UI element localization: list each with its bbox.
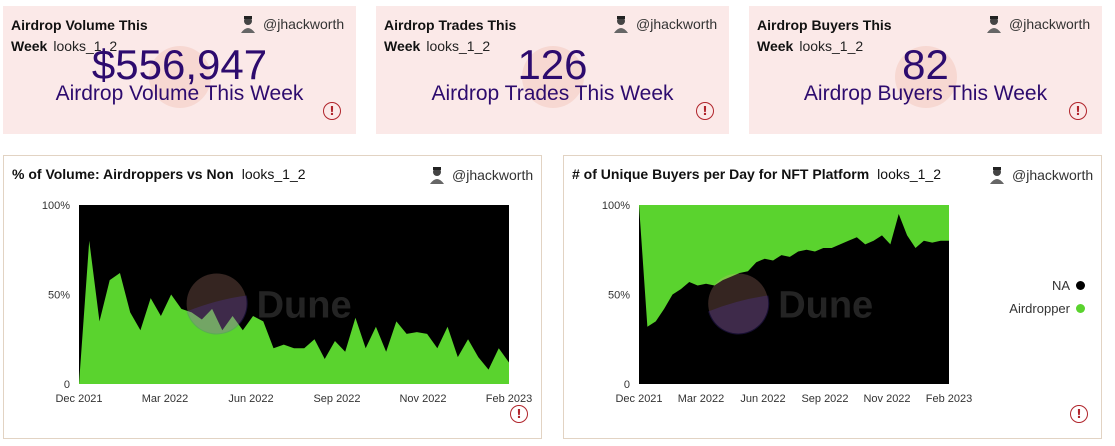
chart-panel-volume-share: % of Volume: Airdroppers vs Non looks_1_2… <box>3 155 542 439</box>
legend-swatch <box>1076 304 1085 313</box>
x-tick-label: Dec 2021 <box>615 393 662 405</box>
avatar-icon <box>241 16 255 33</box>
y-tick-label: 50% <box>48 290 70 302</box>
chart-title[interactable]: % of Volume: Airdroppers vs Non looks_1_2 <box>12 166 306 182</box>
x-tick-label: Nov 2022 <box>863 393 910 405</box>
dune-watermark-logo-wave <box>186 295 248 335</box>
legend-item-airdropper[interactable]: Airdropper <box>1009 301 1085 316</box>
author-link[interactable]: @jhackworth <box>988 166 1093 184</box>
dune-watermark-logo <box>708 273 769 334</box>
kpi-query-slug[interactable]: looks_1_2 <box>53 38 118 54</box>
legend-swatch <box>1076 281 1085 290</box>
author-name[interactable]: @jhackworth <box>1009 16 1091 32</box>
x-tick-label: Jun 2022 <box>740 393 785 405</box>
x-tick-label: Dec 2021 <box>55 393 102 405</box>
kpi-label: Airdrop Volume This Week <box>55 82 304 105</box>
chart-unique-buyers: 0 50% 100% Dec 2021 Mar 2022 Jun 2022 Sep 2022… <box>602 200 972 405</box>
kpi-title[interactable]: Airdrop Volume This Week looks_1_2 <box>11 15 171 57</box>
kpi-query-slug[interactable]: looks_1_2 <box>799 38 864 54</box>
warning-icon[interactable]: ! <box>696 102 714 120</box>
chart-query-name[interactable]: % of Volume: Airdroppers vs Non <box>12 166 234 182</box>
kpi-query-name[interactable]: Airdrop Buyers This Week <box>757 17 892 54</box>
legend-label: Airdropper <box>1009 301 1070 316</box>
author-name[interactable]: @jhackworth <box>263 16 345 32</box>
chart-query-slug[interactable]: looks_1_2 <box>241 166 306 182</box>
author-link[interactable]: @jhackworth <box>985 15 1090 33</box>
x-tick-label: Sep 2022 <box>313 393 360 405</box>
kpi-query-slug[interactable]: looks_1_2 <box>426 38 491 54</box>
dune-watermark-logo-wave <box>708 295 770 335</box>
series-area-airdropper[interactable] <box>79 240 509 384</box>
chart-query-slug[interactable]: looks_1_2 <box>877 166 941 182</box>
kpi-label: Airdrop Buyers This Week <box>803 82 1048 105</box>
x-tick-label: Jun 2022 <box>228 393 273 405</box>
author-link[interactable]: @jhackworth <box>612 15 717 33</box>
kpi-query-name[interactable]: Airdrop Volume This Week <box>11 17 148 54</box>
legend-label: NA <box>1051 278 1070 293</box>
x-tick-label: Nov 2022 <box>399 393 446 405</box>
kpi-label: Airdrop Trades This Week <box>431 82 674 105</box>
kpi-card-buyers: Airdrop Buyers This Week looks_1_2 @jhack… <box>749 6 1102 134</box>
chart-panel-unique-buyers: # of Unique Buyers per Day for NFT Platf… <box>563 155 1102 439</box>
kpi-title[interactable]: Airdrop Buyers This Week looks_1_2 <box>757 15 917 57</box>
dune-watermark-text: Dune <box>778 284 873 326</box>
series-area-airdropper[interactable] <box>639 205 949 327</box>
x-tick-label: Sep 2022 <box>801 393 848 405</box>
avatar-icon <box>990 167 1004 184</box>
warning-icon[interactable]: ! <box>1069 102 1087 120</box>
dune-watermark-logo <box>149 46 211 108</box>
dune-watermark-text: Dune <box>257 284 352 326</box>
chart-legend: NA Airdropper <box>1009 278 1085 324</box>
y-tick-label: 100% <box>42 200 70 212</box>
chart-query-name[interactable]: # of Unique Buyers per Day for NFT Platf… <box>572 166 870 182</box>
x-tick-label: Mar 2022 <box>678 393 724 405</box>
kpi-value: 126 <box>517 41 588 88</box>
y-tick-label: 50% <box>608 290 630 302</box>
author-name[interactable]: @jhackworth <box>1012 167 1094 183</box>
author-link[interactable]: @jhackworth <box>428 166 533 184</box>
x-tick-label: Feb 2023 <box>486 393 532 405</box>
warning-icon[interactable]: ! <box>323 102 341 120</box>
avatar-icon <box>987 16 1001 33</box>
warning-icon[interactable]: ! <box>510 405 528 423</box>
kpi-value: $556,947 <box>91 41 268 88</box>
dune-watermark-logo <box>895 46 957 108</box>
kpi-title[interactable]: Airdrop Trades This Week looks_1_2 <box>384 15 544 57</box>
y-tick-label: 0 <box>624 379 630 391</box>
kpi-card-volume: Airdrop Volume This Week looks_1_2 @jhack… <box>3 6 356 134</box>
kpi-value: 82 <box>902 41 949 88</box>
legend-item-na[interactable]: NA <box>1009 278 1085 293</box>
avatar-icon <box>614 16 628 33</box>
dune-watermark-logo <box>522 46 584 108</box>
kpi-card-trades: Airdrop Trades This Week looks_1_2 @jhack… <box>376 6 729 134</box>
avatar-icon <box>430 167 444 184</box>
y-tick-label: 100% <box>602 200 630 212</box>
dune-watermark-logo <box>186 273 247 334</box>
y-tick-label: 0 <box>64 379 70 391</box>
x-tick-label: Feb 2023 <box>926 393 972 405</box>
chart-title[interactable]: # of Unique Buyers per Day for NFT Platf… <box>572 166 941 182</box>
author-name[interactable]: @jhackworth <box>636 16 718 32</box>
x-tick-label: Mar 2022 <box>142 393 188 405</box>
author-link[interactable]: @jhackworth <box>239 15 344 33</box>
warning-icon[interactable]: ! <box>1070 405 1088 423</box>
author-name[interactable]: @jhackworth <box>452 167 534 183</box>
kpi-query-name[interactable]: Airdrop Trades This Week <box>384 17 517 54</box>
chart-volume-share: 0 50% 100% Dec 2021 Mar 2022 Jun 2022 Sep 2022… <box>42 200 532 405</box>
